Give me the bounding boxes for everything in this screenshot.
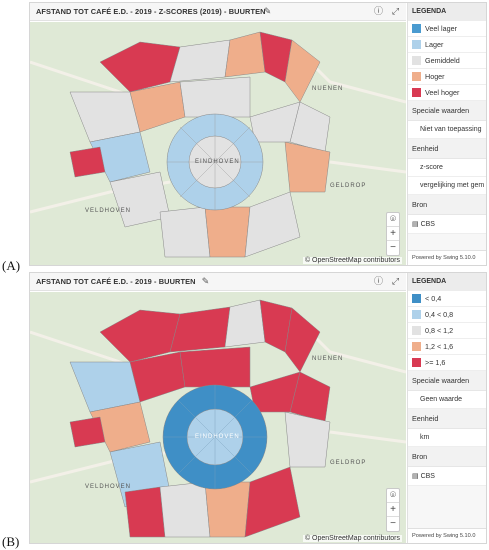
map-controls: ⌾ + − [386,488,400,532]
panel-header: AFSTAND TOT CAFÉ E.D. - 2019 - BUURTEN ✎… [30,273,406,291]
legend-item[interactable]: Veel hoger [408,85,486,101]
document-icon: ▤ [412,221,421,228]
swatch [412,88,421,97]
choropleth-map[interactable]: EINDHOVEN NUENEN GELDROP VELDHOVEN ⌾ + −… [30,22,406,265]
swatch [412,294,421,303]
legend-sidebar: LEGENDA < 0,4 0,4 < 0,8 0,8 < 1,2 1,2 < … [407,273,486,543]
panel-header: AFSTAND TOT CAFÉ E.D. - 2019 - Z-SCORES … [30,3,406,21]
geldrop-label: GELDROP [330,460,367,466]
legend-heading: LEGENDA [408,273,486,291]
special-values-heading: Speciale waarden [408,371,486,391]
legend-item[interactable]: Veel lager [408,21,486,37]
swatch [412,310,421,319]
legend-label: Gemiddeld [425,56,460,65]
swatch [412,342,421,351]
city-label: EINDHOVEN [195,159,240,165]
powered-by[interactable]: Powered by Swing 5.10.0 [408,250,486,265]
map-svg [30,22,406,265]
legend-item[interactable]: Hoger [408,69,486,85]
legend-item[interactable]: >= 1,6 [408,355,486,371]
expand-icon[interactable]: ⤢ [391,6,400,16]
swatch [412,72,421,81]
legend-label: 1,2 < 1,6 [425,342,454,351]
legend-label: 0,8 < 1,2 [425,326,454,335]
pencil-icon[interactable]: ✎ [263,6,272,16]
map-panel-a: AFSTAND TOT CAFÉ E.D. - 2019 - Z-SCORES … [29,2,487,266]
source-label: CBS [420,221,435,228]
source-value[interactable]: ▤ CBS [408,467,486,486]
unit-value-2: vergelijking met gem [408,177,486,195]
location-pin-icon[interactable]: ⌾ [387,489,399,503]
panel-title: AFSTAND TOT CAFÉ E.D. - 2019 - Z-SCORES … [36,7,266,16]
legend-item[interactable]: Lager [408,37,486,53]
veldhoven-label: VELDHOVEN [85,208,132,214]
legend-item[interactable]: 1,2 < 1,6 [408,339,486,355]
figure-label-b: (B) [2,534,20,549]
legend-label: 0,4 < 0,8 [425,310,454,319]
legend-item[interactable]: Gemiddeld [408,53,486,69]
veldhoven-label: VELDHOVEN [85,484,132,490]
info-icon[interactable]: ⓘ [373,276,383,286]
source-label: CBS [420,473,435,480]
unit-value: z-score [408,159,486,177]
map-svg [30,292,406,543]
info-icon[interactable]: ⓘ [373,6,383,16]
source-value[interactable]: ▤ CBS [408,215,486,234]
source-heading: Bron [408,195,486,215]
legend-sidebar: LEGENDA Veel lager Lager Gemiddeld Hoger… [407,3,486,265]
panel-title: AFSTAND TOT CAFÉ E.D. - 2019 - BUURTEN [36,277,196,286]
unit-value: km [408,429,486,447]
city-label: EINDHOVEN [195,434,240,440]
legend-label: >= 1,6 [425,358,446,367]
legend-item[interactable]: 0,4 < 0,8 [408,307,486,323]
expand-icon[interactable]: ⤢ [391,276,400,286]
nuenen-label: NUENEN [312,86,344,92]
powered-by[interactable]: Powered by Swing 5.10.0 [408,528,486,543]
swatch [412,40,421,49]
zoom-out-button[interactable]: − [390,242,396,253]
map-panel-b: AFSTAND TOT CAFÉ E.D. - 2019 - BUURTEN ✎… [29,272,487,544]
legend-label: < 0,4 [425,294,442,303]
legend-item[interactable]: 0,8 < 1,2 [408,323,486,339]
map-attribution[interactable]: © OpenStreetMap contributors [302,535,402,542]
legend-item[interactable]: < 0,4 [408,291,486,307]
source-heading: Bron [408,447,486,467]
legend-label: Veel hoger [425,88,460,97]
special-values-heading: Speciale waarden [408,101,486,121]
geldrop-label: GELDROP [330,183,367,189]
swatch [412,56,421,65]
swatch [412,326,421,335]
nuenen-label: NUENEN [312,356,344,362]
swatch [412,358,421,367]
figure-label-a: (A) [2,258,21,273]
legend-label: Hoger [425,72,445,81]
legend-label: Veel lager [425,24,457,33]
legend-heading: LEGENDA [408,3,486,21]
unit-heading: Eenheid [408,139,486,159]
unit-heading: Eenheid [408,409,486,429]
location-pin-icon[interactable]: ⌾ [387,213,399,227]
legend-label: Lager [425,40,444,49]
special-value: Niet van toepassing [408,121,486,139]
special-value: Geen waarde [408,391,486,409]
zoom-in-button[interactable]: + [387,503,399,517]
map-controls: ⌾ + − [386,212,400,256]
document-icon: ▤ [412,473,421,480]
zoom-in-button[interactable]: + [387,227,399,241]
choropleth-map[interactable]: EINDHOVEN NUENEN GELDROP VELDHOVEN ⌾ + −… [30,292,406,543]
map-attribution[interactable]: © OpenStreetMap contributors [302,257,402,264]
pencil-icon[interactable]: ✎ [201,276,210,286]
zoom-out-button[interactable]: − [390,518,396,529]
swatch [412,24,421,33]
